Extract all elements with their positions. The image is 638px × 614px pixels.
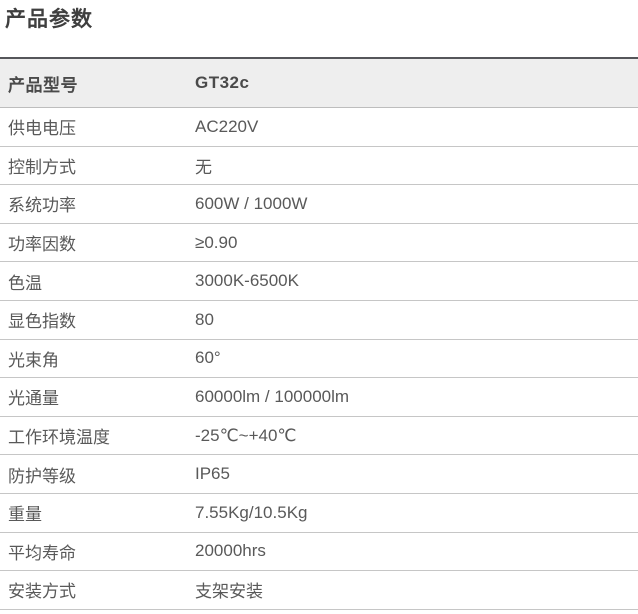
table-row: 重量 7.55Kg/10.5Kg	[0, 493, 638, 533]
table-row: 光束角 60°	[0, 339, 638, 379]
spec-row-value: 600W / 1000W	[195, 184, 638, 224]
spec-row-label: 显色指数	[0, 300, 195, 340]
spec-row-label: 色温	[0, 261, 195, 301]
spec-row-value: 支架安装	[195, 570, 638, 610]
table-row: 工作环境温度 -25℃~+40℃	[0, 416, 638, 456]
spec-row-label: 工作环境温度	[0, 416, 195, 456]
table-row: 系统功率 600W / 1000W	[0, 184, 638, 224]
spec-header-value: GT32c	[195, 58, 638, 108]
spec-row-value: 7.55Kg/10.5Kg	[195, 493, 638, 533]
spec-row-label: 供电电压	[0, 107, 195, 147]
spec-row-label: 平均寿命	[0, 532, 195, 572]
spec-row-value: 60°	[195, 339, 638, 379]
spec-row-label: 防护等级	[0, 454, 195, 494]
spec-row-label: 安装方式	[0, 570, 195, 610]
spec-row-value: 无	[195, 146, 638, 186]
spec-row-value: 3000K-6500K	[195, 261, 638, 301]
spec-header-label: 产品型号	[0, 58, 195, 108]
table-row: 平均寿命 20000hrs	[0, 532, 638, 572]
spec-row-value: AC220V	[195, 107, 638, 147]
spec-row-label: 系统功率	[0, 184, 195, 224]
table-row: 功率因数 ≥0.90	[0, 223, 638, 263]
page-title: 产品参数	[5, 8, 93, 31]
spec-row-value: 20000hrs	[195, 532, 638, 572]
spec-row-value: 60000lm / 100000lm	[195, 377, 638, 417]
spec-row-label: 光束角	[0, 339, 195, 379]
product-spec-table: 产品型号 GT32c 供电电压 AC220V 控制方式 无 系统功率 600W …	[0, 57, 638, 610]
spec-row-value: -25℃~+40℃	[195, 416, 638, 456]
spec-header-row: 产品型号 GT32c	[0, 58, 638, 108]
spec-row-value: IP65	[195, 454, 638, 494]
table-row: 防护等级 IP65	[0, 454, 638, 494]
table-row: 光通量 60000lm / 100000lm	[0, 377, 638, 417]
table-row: 色温 3000K-6500K	[0, 261, 638, 301]
spec-row-label: 光通量	[0, 377, 195, 417]
spec-row-label: 功率因数	[0, 223, 195, 263]
spec-row-value: ≥0.90	[195, 223, 638, 263]
table-row: 显色指数 80	[0, 300, 638, 340]
table-row: 供电电压 AC220V	[0, 107, 638, 147]
spec-row-value: 80	[195, 300, 638, 340]
spec-row-label: 控制方式	[0, 146, 195, 186]
table-row: 安装方式 支架安装	[0, 570, 638, 610]
spec-row-label: 重量	[0, 493, 195, 533]
table-row: 控制方式 无	[0, 146, 638, 186]
